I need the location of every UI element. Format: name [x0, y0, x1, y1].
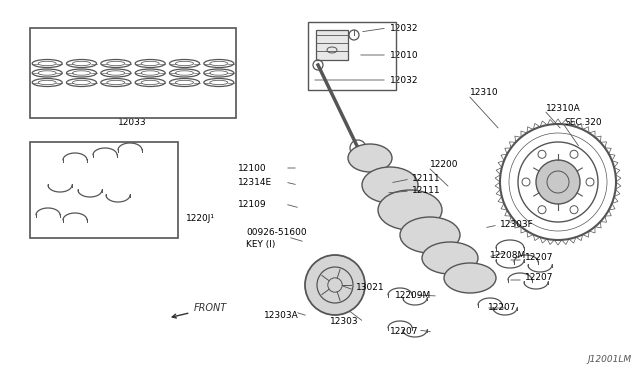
- Bar: [30, 28, 236, 118]
- Circle shape: [536, 160, 580, 204]
- Circle shape: [586, 178, 594, 186]
- Ellipse shape: [422, 242, 478, 274]
- Text: SEC.320: SEC.320: [564, 118, 602, 126]
- Bar: [308, 22, 396, 90]
- Text: 12310: 12310: [470, 87, 499, 96]
- Text: 12208M: 12208M: [490, 250, 526, 260]
- Circle shape: [522, 178, 530, 186]
- Ellipse shape: [362, 167, 418, 203]
- Text: 12303F: 12303F: [500, 219, 534, 228]
- Text: FRONT: FRONT: [172, 303, 227, 318]
- Circle shape: [538, 150, 546, 158]
- Circle shape: [305, 255, 365, 315]
- Bar: [30, 142, 178, 238]
- Text: 12310A: 12310A: [546, 103, 580, 112]
- Ellipse shape: [444, 263, 496, 293]
- Ellipse shape: [378, 190, 442, 230]
- Text: J12001LM: J12001LM: [588, 355, 632, 364]
- Text: 12100: 12100: [238, 164, 267, 173]
- Ellipse shape: [400, 217, 460, 253]
- Text: 13021: 13021: [356, 283, 385, 292]
- Text: 12032: 12032: [390, 76, 419, 84]
- Text: 00926-51600: 00926-51600: [246, 228, 307, 237]
- Text: 12207: 12207: [390, 327, 419, 337]
- Text: 12109: 12109: [238, 199, 267, 208]
- Circle shape: [570, 206, 578, 214]
- Text: 12209M: 12209M: [395, 291, 431, 299]
- Text: 12207: 12207: [488, 304, 516, 312]
- Text: 12207: 12207: [525, 273, 554, 282]
- Circle shape: [538, 206, 546, 214]
- Text: 12303A: 12303A: [264, 311, 299, 321]
- Text: 12111: 12111: [412, 173, 440, 183]
- Text: 12314E: 12314E: [238, 177, 272, 186]
- Text: 1220J¹: 1220J¹: [186, 214, 215, 222]
- Text: 12200: 12200: [430, 160, 458, 169]
- Text: 12032: 12032: [390, 23, 419, 32]
- FancyBboxPatch shape: [316, 30, 348, 60]
- Text: 12111: 12111: [412, 186, 440, 195]
- Ellipse shape: [348, 144, 392, 172]
- Text: 12207: 12207: [525, 253, 554, 263]
- Circle shape: [570, 150, 578, 158]
- Text: KEY (I): KEY (I): [246, 240, 275, 248]
- Text: 12033: 12033: [118, 118, 147, 126]
- Text: 12303: 12303: [330, 317, 358, 327]
- Text: 12010: 12010: [390, 51, 419, 60]
